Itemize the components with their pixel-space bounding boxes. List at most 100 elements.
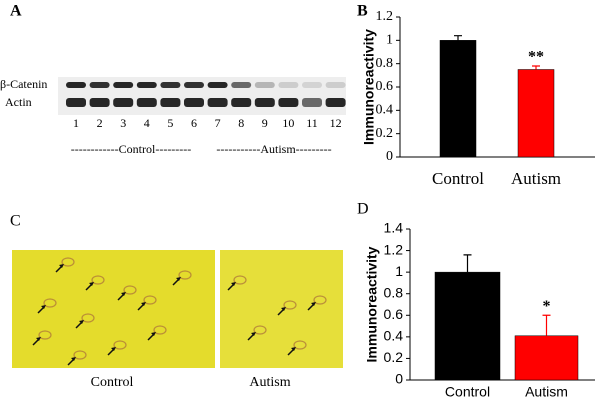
band-label: Actin: [5, 95, 32, 109]
cell: [73, 350, 87, 360]
y-tick-label: 1: [395, 263, 403, 279]
lane-label: 5: [167, 116, 173, 130]
blot-band: [113, 82, 134, 88]
cell: [283, 300, 297, 310]
bar: [434, 271, 501, 381]
cell: [178, 270, 192, 280]
blot-band: [136, 98, 157, 107]
cell: [81, 313, 95, 323]
panel-label: D: [357, 201, 369, 218]
blot-band: [184, 98, 204, 107]
arrowhead: [121, 292, 126, 296]
y-axis-label: Immunoreactivity: [361, 29, 377, 145]
cell: [123, 285, 137, 295]
blot-band: [66, 82, 86, 88]
cell: [43, 298, 57, 308]
panel-label: B: [357, 3, 368, 20]
blot-band: [302, 82, 322, 88]
lane-label: 10: [282, 116, 294, 130]
band-label: β-Catenin: [0, 77, 47, 91]
lane-label: 3: [120, 116, 126, 130]
arrowhead: [291, 347, 296, 351]
y-tick-label: 1: [386, 33, 393, 48]
cell: [113, 340, 127, 350]
blot-band: [184, 82, 204, 88]
arrowhead: [231, 282, 236, 286]
y-tick-label: 0.6: [376, 79, 394, 94]
blot-band: [278, 82, 299, 88]
y-tick-label: 0.8: [384, 284, 404, 300]
blot-band: [231, 82, 252, 88]
blot-band: [160, 98, 181, 107]
lane-label: 6: [191, 116, 197, 130]
significance-marker: *: [543, 298, 551, 315]
bar: [517, 69, 555, 158]
y-tick-label: 0.6: [384, 306, 404, 322]
lane-label: 2: [97, 116, 103, 130]
y-tick-label: 0.4: [376, 103, 394, 118]
y-tick-label: 0.4: [384, 328, 404, 344]
blot-band: [325, 98, 346, 107]
cell: [61, 257, 75, 267]
blot-band: [254, 82, 275, 88]
lane-label: 12: [330, 116, 342, 130]
cell: [233, 275, 247, 285]
arrowhead: [176, 277, 181, 281]
blot-band: [160, 82, 181, 88]
significance-marker: **: [528, 49, 544, 66]
x-tick-label: Control: [445, 384, 490, 400]
y-tick-label: 0.2: [384, 349, 404, 365]
arrowhead: [111, 347, 116, 351]
arrowhead: [151, 332, 156, 336]
x-tick-label: Control: [432, 169, 484, 188]
blot-band: [325, 82, 346, 88]
y-tick-label: 1.4: [384, 220, 404, 236]
arrowhead: [251, 332, 256, 336]
arrowhead: [41, 305, 46, 309]
group-label: -----------Autism---------: [216, 142, 331, 156]
lane-label: 1: [73, 116, 79, 130]
cell: [313, 295, 327, 305]
y-axis-label: Immunoreactivity: [364, 246, 380, 362]
y-tick-label: 1.2: [376, 9, 394, 24]
x-tick-label: Autism: [511, 169, 561, 188]
cell: [143, 295, 157, 305]
micrograph-label: Control: [91, 375, 134, 390]
cell: [293, 340, 307, 350]
y-tick-label: 0.8: [376, 56, 394, 71]
y-tick-label: 0.2: [376, 126, 394, 141]
cell: [153, 325, 167, 335]
blot-band: [207, 82, 228, 88]
lane-label: 4: [144, 116, 150, 130]
error-bar: [454, 35, 462, 41]
cell: [253, 325, 267, 335]
bar: [514, 335, 579, 381]
lane-label: 11: [306, 116, 318, 130]
blot-band: [302, 98, 322, 107]
arrowhead: [71, 357, 76, 361]
blot-band: [254, 98, 275, 107]
error-bar: [542, 314, 551, 336]
arrowhead: [59, 264, 64, 268]
arrowhead: [89, 282, 94, 286]
blot-band: [207, 98, 228, 107]
arrowhead: [311, 302, 316, 306]
blot-band: [113, 98, 134, 107]
error-bar: [463, 254, 472, 273]
arrowhead: [79, 320, 84, 324]
y-tick-label: 0: [395, 371, 403, 387]
y-tick-label: 0: [386, 149, 393, 164]
panel-label: C: [10, 213, 21, 230]
micrograph-label: Autism: [249, 375, 290, 390]
blot-band: [136, 82, 157, 88]
arrowhead: [141, 302, 146, 306]
blot-band: [89, 98, 110, 107]
x-tick-label: Autism: [525, 384, 568, 400]
cell: [38, 330, 52, 340]
lane-label: 7: [215, 116, 221, 130]
group-label: ------------Control---------: [71, 142, 192, 156]
micrograph: [220, 250, 343, 368]
blot-band: [278, 98, 299, 107]
blot-band: [231, 98, 252, 107]
